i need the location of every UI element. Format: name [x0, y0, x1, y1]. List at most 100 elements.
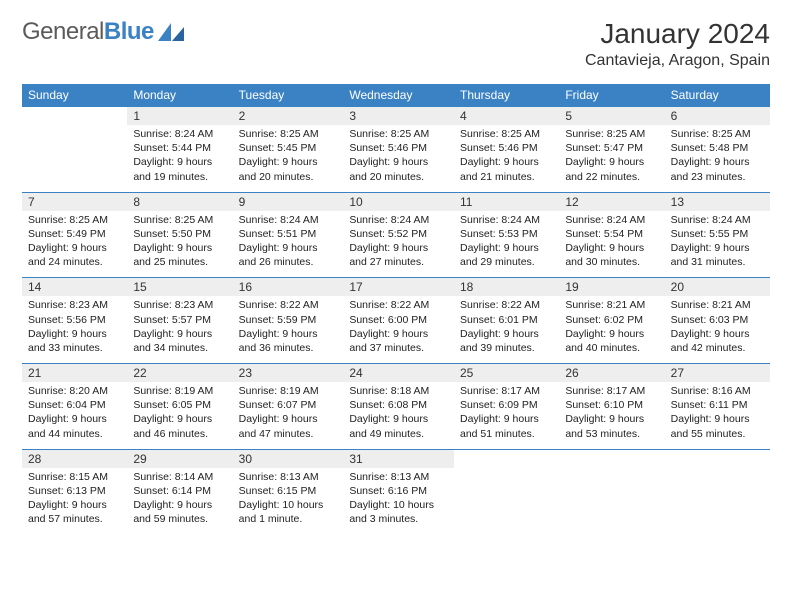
day-number-cell: 21 — [22, 364, 127, 383]
logo-sail-icon — [158, 23, 184, 41]
day-header: Sunday — [22, 84, 127, 107]
sunset-text: Sunset: 5:51 PM — [239, 227, 338, 241]
month-title: January 2024 — [585, 18, 770, 50]
day-content-cell: Sunrise: 8:20 AMSunset: 6:04 PMDaylight:… — [22, 382, 127, 449]
logo-text: GeneralBlue — [22, 18, 154, 46]
sunset-text: Sunset: 5:55 PM — [671, 227, 764, 241]
day-content-cell: Sunrise: 8:22 AMSunset: 6:01 PMDaylight:… — [454, 296, 559, 363]
day-number-cell: 24 — [343, 364, 454, 383]
day-number-cell: 22 — [127, 364, 232, 383]
day-content-cell: Sunrise: 8:25 AMSunset: 5:45 PMDaylight:… — [233, 125, 344, 192]
sunrise-text: Sunrise: 8:17 AM — [460, 384, 553, 398]
day-content-cell: Sunrise: 8:24 AMSunset: 5:52 PMDaylight:… — [343, 211, 454, 278]
daylight-text-1: Daylight: 9 hours — [460, 155, 553, 169]
day-number-cell — [22, 107, 127, 126]
daylight-text-1: Daylight: 9 hours — [460, 327, 553, 341]
sunrise-text: Sunrise: 8:24 AM — [239, 213, 338, 227]
day-number-cell: 13 — [665, 192, 770, 211]
daylight-text-2: and 30 minutes. — [565, 255, 658, 269]
day-header: Saturday — [665, 84, 770, 107]
sunset-text: Sunset: 6:05 PM — [133, 398, 226, 412]
daylight-text-1: Daylight: 9 hours — [565, 412, 658, 426]
daylight-text-2: and 34 minutes. — [133, 341, 226, 355]
daylight-text-1: Daylight: 9 hours — [239, 412, 338, 426]
daylight-text-1: Daylight: 9 hours — [349, 155, 448, 169]
day-number-row: 21222324252627 — [22, 364, 770, 383]
daylight-text-1: Daylight: 9 hours — [565, 241, 658, 255]
sunset-text: Sunset: 6:10 PM — [565, 398, 658, 412]
day-content-cell: Sunrise: 8:24 AMSunset: 5:44 PMDaylight:… — [127, 125, 232, 192]
sunrise-text: Sunrise: 8:22 AM — [349, 298, 448, 312]
day-content-cell: Sunrise: 8:21 AMSunset: 6:02 PMDaylight:… — [559, 296, 664, 363]
sunrise-text: Sunrise: 8:15 AM — [28, 470, 121, 484]
day-content-cell: Sunrise: 8:22 AMSunset: 5:59 PMDaylight:… — [233, 296, 344, 363]
sunrise-text: Sunrise: 8:25 AM — [133, 213, 226, 227]
day-content-cell: Sunrise: 8:19 AMSunset: 6:07 PMDaylight:… — [233, 382, 344, 449]
daylight-text-2: and 20 minutes. — [349, 170, 448, 184]
logo-text-gray: General — [22, 18, 104, 45]
daylight-text-2: and 55 minutes. — [671, 427, 764, 441]
daylight-text-2: and 53 minutes. — [565, 427, 658, 441]
day-content-cell: Sunrise: 8:23 AMSunset: 5:57 PMDaylight:… — [127, 296, 232, 363]
day-content-cell: Sunrise: 8:13 AMSunset: 6:15 PMDaylight:… — [233, 468, 344, 535]
daylight-text-2: and 42 minutes. — [671, 341, 764, 355]
sunrise-text: Sunrise: 8:25 AM — [349, 127, 448, 141]
day-content-cell: Sunrise: 8:23 AMSunset: 5:56 PMDaylight:… — [22, 296, 127, 363]
daylight-text-2: and 1 minute. — [239, 512, 338, 526]
day-content-cell — [665, 468, 770, 535]
sunrise-text: Sunrise: 8:21 AM — [671, 298, 764, 312]
day-content-cell: Sunrise: 8:16 AMSunset: 6:11 PMDaylight:… — [665, 382, 770, 449]
day-header: Thursday — [454, 84, 559, 107]
sunrise-text: Sunrise: 8:22 AM — [239, 298, 338, 312]
daylight-text-1: Daylight: 9 hours — [133, 412, 226, 426]
daylight-text-2: and 19 minutes. — [133, 170, 226, 184]
daylight-text-2: and 29 minutes. — [460, 255, 553, 269]
daylight-text-1: Daylight: 9 hours — [565, 327, 658, 341]
sunset-text: Sunset: 6:00 PM — [349, 313, 448, 327]
day-content-cell: Sunrise: 8:25 AMSunset: 5:49 PMDaylight:… — [22, 211, 127, 278]
sunset-text: Sunset: 6:03 PM — [671, 313, 764, 327]
sunrise-text: Sunrise: 8:24 AM — [349, 213, 448, 227]
day-number-cell: 7 — [22, 192, 127, 211]
day-number-cell: 15 — [127, 278, 232, 297]
sunset-text: Sunset: 5:44 PM — [133, 141, 226, 155]
day-number-row: 123456 — [22, 107, 770, 126]
day-content-cell: Sunrise: 8:25 AMSunset: 5:48 PMDaylight:… — [665, 125, 770, 192]
day-number-cell: 11 — [454, 192, 559, 211]
day-content-row: Sunrise: 8:24 AMSunset: 5:44 PM Daylight:… — [22, 125, 770, 192]
sunset-text: Sunset: 6:08 PM — [349, 398, 448, 412]
sunrise-text: Sunrise: 8:13 AM — [239, 470, 338, 484]
daylight-text-2: and 20 minutes. — [239, 170, 338, 184]
daylight-text-2: and 31 minutes. — [671, 255, 764, 269]
sunset-text: Sunset: 6:07 PM — [239, 398, 338, 412]
daylight-text-1: Daylight: 9 hours — [565, 155, 658, 169]
daylight-text-1: Daylight: 9 hours — [671, 412, 764, 426]
sunrise-text: Sunrise: 8:24 AM — [133, 127, 226, 141]
day-content-cell: Sunrise: 8:19 AMSunset: 6:05 PMDaylight:… — [127, 382, 232, 449]
sunrise-text: Sunrise: 8:19 AM — [133, 384, 226, 398]
day-header: Wednesday — [343, 84, 454, 107]
daylight-text-1: Daylight: 9 hours — [349, 241, 448, 255]
daylight-text-2: and 47 minutes. — [239, 427, 338, 441]
day-number-row: 78910111213 — [22, 192, 770, 211]
sunrise-text: Sunrise: 8:13 AM — [349, 470, 448, 484]
daylight-text-2: and 49 minutes. — [349, 427, 448, 441]
day-content-cell: Sunrise: 8:25 AMSunset: 5:46 PMDaylight:… — [454, 125, 559, 192]
day-number-cell: 20 — [665, 278, 770, 297]
day-header: Monday — [127, 84, 232, 107]
daylight-text-2: and 22 minutes. — [565, 170, 658, 184]
day-content-cell: Sunrise: 8:17 AMSunset: 6:10 PMDaylight:… — [559, 382, 664, 449]
day-content-row: Sunrise: 8:20 AMSunset: 6:04 PMDaylight:… — [22, 382, 770, 449]
sunset-text: Sunset: 5:53 PM — [460, 227, 553, 241]
day-content-cell: Sunrise: 8:21 AMSunset: 6:03 PMDaylight:… — [665, 296, 770, 363]
sunrise-text: Sunrise: 8:25 AM — [28, 213, 121, 227]
sunset-text: Sunset: 5:47 PM — [565, 141, 658, 155]
header: GeneralBlue January 2024 Cantavieja, Ara… — [22, 18, 770, 70]
sunset-text: Sunset: 5:45 PM — [239, 141, 338, 155]
daylight-text-1: Daylight: 9 hours — [349, 412, 448, 426]
day-number-cell: 16 — [233, 278, 344, 297]
day-number-cell: 1 — [127, 107, 232, 126]
calendar-body: 123456Sunrise: 8:24 AMSunset: 5:44 PMDay… — [22, 107, 770, 535]
day-number-cell — [454, 449, 559, 468]
logo: GeneralBlue — [22, 18, 184, 46]
